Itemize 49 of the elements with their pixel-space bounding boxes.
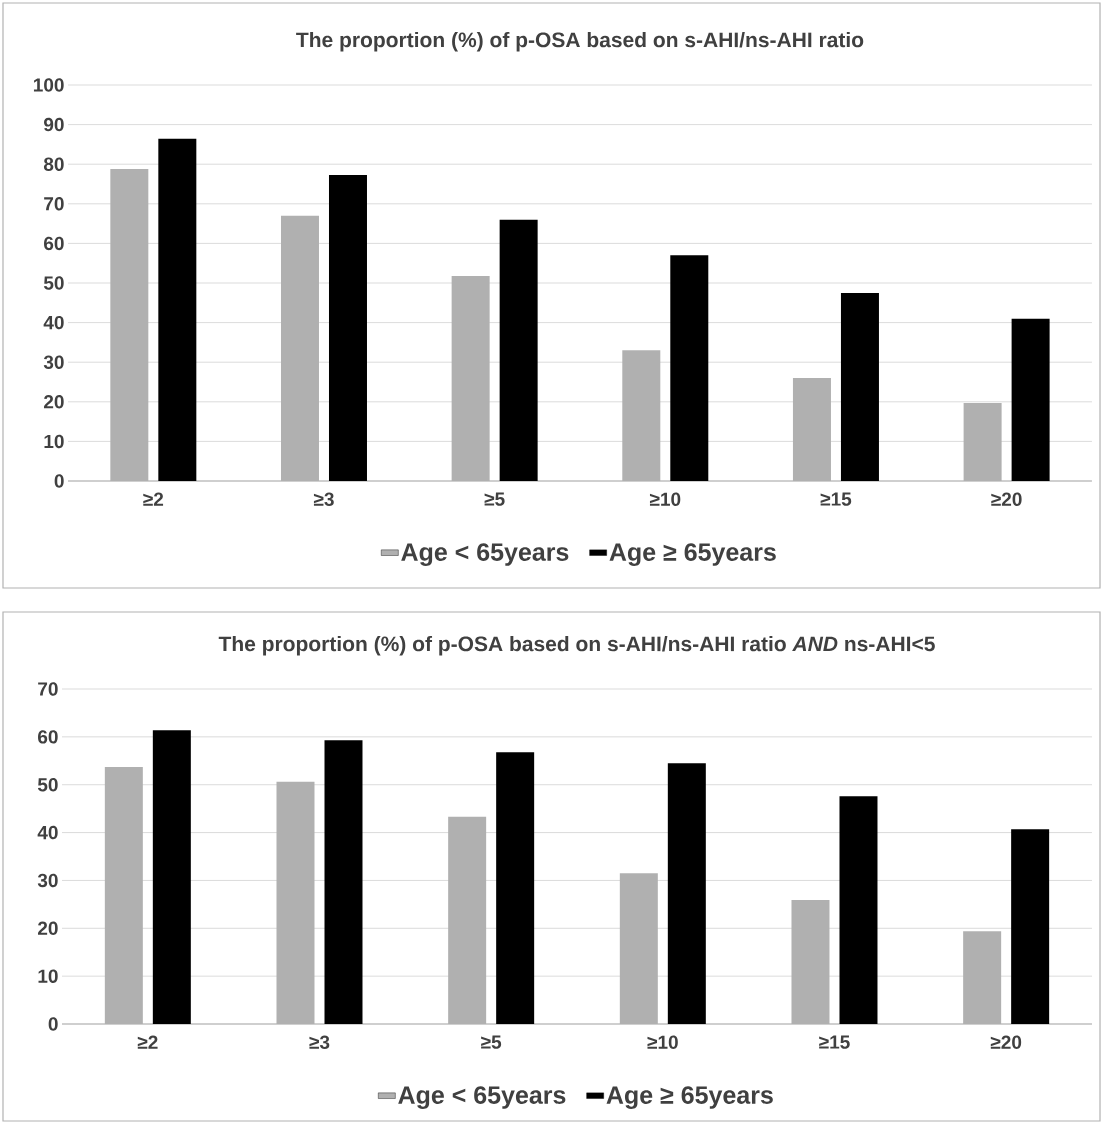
legend-label: Age < 65years	[401, 543, 569, 566]
y-tick-label: 90	[43, 117, 64, 132]
bar	[667, 763, 706, 1025]
y-tick-label: 70	[44, 197, 64, 211]
chart-title: The proportion (%) of p-OSA based on s-AHI/ns-AHI ratio	[296, 31, 864, 52]
x-tick-label: ≥15	[819, 1035, 850, 1049]
chart-title: The proportion (%) of p-OSA based on s-AHI/ns-AHI ratio AND ns-AHI<5	[218, 635, 935, 656]
bar	[840, 292, 879, 482]
y-tick-label: 50	[43, 276, 64, 290]
y-tick-label: 40	[37, 825, 58, 840]
y-tick-label: 30	[37, 873, 58, 888]
bar	[496, 752, 535, 1025]
x-tick-label: ≥3	[309, 1035, 330, 1050]
y-tick-label: 0	[48, 1017, 58, 1031]
y-tick-label: 100	[33, 78, 64, 92]
legend-label: Age < 65years	[398, 1086, 566, 1109]
x-tick-label: ≥5	[484, 492, 505, 506]
bar	[1011, 318, 1050, 482]
bar	[1011, 829, 1050, 1025]
legend-label: Age ≥ 65years	[606, 1086, 773, 1109]
y-tick-label: 0	[54, 474, 64, 488]
y-tick-label: 80	[43, 157, 64, 171]
y-tick-label: 20	[43, 395, 64, 409]
x-tick-label: ≥2	[143, 492, 164, 506]
y-tick-label: 60	[38, 730, 58, 744]
x-tick-label: ≥2	[137, 1035, 158, 1049]
x-tick-label: ≥5	[481, 1035, 502, 1049]
legend-label: Age ≥ 65years	[609, 543, 776, 566]
y-tick-label: 30	[43, 355, 64, 369]
x-tick-label: ≥20	[991, 492, 1022, 506]
x-tick-label: ≥10	[647, 1035, 678, 1049]
y-tick-label: 40	[43, 315, 64, 330]
bar	[499, 219, 538, 482]
y-tick-label: 10	[44, 434, 64, 449]
bar	[152, 730, 191, 1025]
y-tick-label: 10	[38, 969, 58, 983]
y-tick-label: 60	[44, 236, 64, 251]
bar	[324, 740, 363, 1025]
bar	[670, 255, 709, 482]
x-tick-label: ≥20	[990, 1035, 1022, 1049]
bar	[158, 138, 197, 482]
bar	[839, 796, 878, 1025]
x-tick-label: ≥10	[649, 492, 681, 506]
y-tick-label: 50	[37, 778, 58, 792]
y-tick-label: 70	[38, 682, 58, 696]
y-tick-label: 20	[37, 921, 58, 936]
x-tick-label: ≥3	[313, 492, 334, 507]
x-tick-label: ≥15	[820, 492, 852, 506]
bar	[328, 174, 367, 482]
